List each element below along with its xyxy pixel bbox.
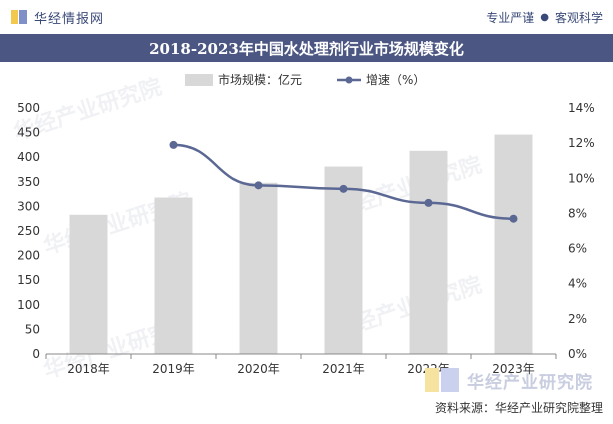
brand-logo-icon (11, 10, 27, 24)
bar-market-size (324, 166, 363, 354)
right-tick-label: 12% (568, 136, 595, 150)
right-tick-label: 2% (568, 312, 587, 326)
tagline-left: 专业严谨 (486, 11, 535, 25)
footer-brand-name: 华经产业研究院 (467, 372, 593, 393)
chart: 市场规模：亿元 增速（%） 0 50 100 150 200 250 300 350 400 45… (17, 72, 595, 376)
left-tick-label: 250 (17, 224, 40, 238)
left-axis-ticks: 0 50 100 150 200 250 300 350 400 450 500 (17, 101, 40, 361)
x-tick-label: 2023年 (492, 362, 535, 376)
left-tick-label: 200 (17, 249, 40, 263)
bar-market-size (409, 150, 448, 354)
right-axis-ticks: 0% 2% 4% 6% 8% 10% 12% 14% (568, 101, 595, 361)
x-tick-label: 2018年 (67, 362, 110, 376)
growth-line (169, 140, 518, 223)
growth-point (169, 140, 178, 149)
left-tick-label: 500 (17, 101, 40, 115)
x-tick-label: 2019年 (152, 362, 195, 376)
right-tick-label: 0% (568, 347, 587, 361)
bar-market-size (239, 182, 278, 354)
left-tick-label: 300 (17, 199, 40, 213)
chart-title: 2018-2023年中国水处理剂行业市场规模变化 (149, 39, 464, 58)
left-tick-label: 100 (17, 298, 40, 312)
legend-bar-label: 市场规模：亿元 (218, 72, 302, 87)
bar-market-size (69, 214, 108, 354)
right-tick-label: 4% (568, 277, 587, 291)
right-tick-label: 14% (568, 101, 595, 115)
footer-logo-icon (425, 368, 459, 392)
right-tick-label: 6% (568, 242, 587, 256)
footer-brand: 华经产业研究院 (423, 366, 593, 394)
left-tick-label: 350 (17, 175, 40, 189)
bar-market-size (154, 197, 193, 354)
legend-line-marker (345, 76, 353, 84)
top-bar: 华经情报网 专业严谨 ● 客观科学 (0, 0, 613, 34)
bars (69, 134, 533, 354)
left-tick-label: 150 (17, 273, 40, 287)
growth-point (254, 181, 263, 190)
x-tick-label: 2020年 (237, 362, 280, 376)
brand-name: 华经情报网 (34, 11, 105, 27)
right-tick-label: 10% (568, 171, 595, 185)
left-tick-label: 450 (17, 126, 40, 140)
legend-bar-swatch (185, 74, 213, 86)
legend-line-label: 增速（%） (366, 73, 425, 87)
tagline: 专业严谨 ● 客观科学 (486, 9, 603, 26)
title-bar: 2018-2023年中国水处理剂行业市场规模变化 (0, 34, 613, 62)
tagline-separator: ● (540, 12, 549, 23)
growth-point (509, 214, 518, 223)
x-tick-label: 2021年 (322, 362, 365, 376)
right-tick-label: 8% (568, 206, 587, 220)
legend: 市场规模：亿元 增速（%） (185, 72, 425, 87)
left-tick-label: 400 (17, 150, 40, 164)
bar-market-size (494, 134, 533, 354)
left-tick-label: 0 (32, 347, 40, 361)
left-tick-label: 50 (25, 322, 40, 336)
tagline-right: 客观科学 (554, 11, 603, 25)
source-note: 资料来源：华经产业研究院整理 (434, 401, 603, 415)
growth-point (424, 198, 433, 207)
brand: 华经情报网 (10, 8, 105, 27)
growth-point (339, 184, 348, 193)
